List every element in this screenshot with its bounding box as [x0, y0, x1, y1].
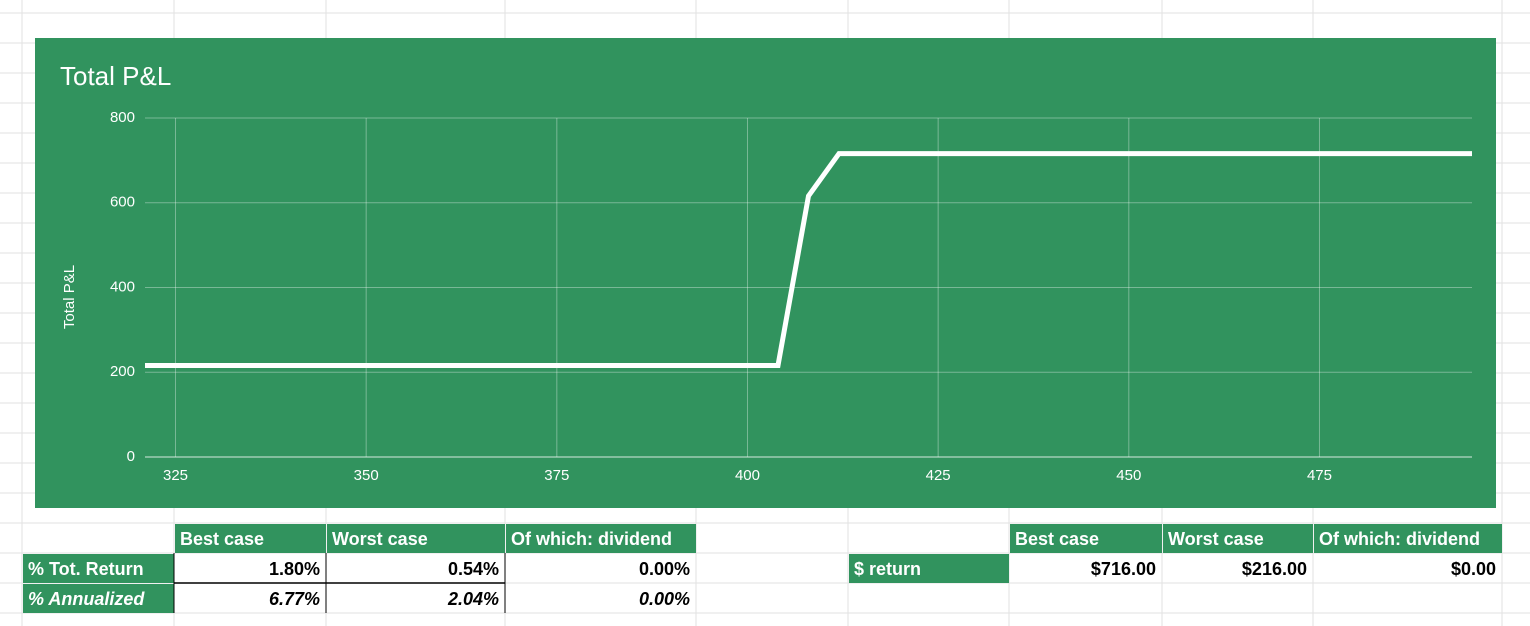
x-tick-label: 375 — [544, 467, 569, 484]
x-tick-label: 400 — [735, 467, 760, 484]
cell-value: 0.00% — [639, 559, 690, 579]
header-cell — [175, 524, 326, 553]
row-label: $ return — [854, 559, 921, 579]
header-cell — [506, 524, 696, 553]
cell-value: 6.77% — [269, 589, 320, 609]
cell-value: 0.54% — [448, 559, 499, 579]
cell-value: $216.00 — [1242, 559, 1307, 579]
column-header: Best case — [1015, 529, 1099, 549]
header-cell — [1010, 524, 1162, 553]
column-header: Of which: dividend — [1319, 529, 1480, 549]
x-tick-label: 475 — [1307, 467, 1332, 484]
cell-value: $0.00 — [1451, 559, 1496, 579]
y-tick-label: 400 — [110, 278, 135, 295]
row-label-cell — [849, 554, 1009, 583]
column-header: Worst case — [1168, 529, 1264, 549]
cell-value: 0.00% — [639, 589, 690, 609]
y-axis-label: Total P&L — [61, 265, 78, 329]
cell-value: $716.00 — [1091, 559, 1156, 579]
row-label: % Annualized — [28, 589, 145, 609]
cell-value: 1.80% — [269, 559, 320, 579]
chart-title: Total P&L — [60, 61, 171, 91]
x-tick-label: 350 — [354, 467, 379, 484]
x-tick-label: 450 — [1116, 467, 1141, 484]
x-tick-label: 425 — [926, 467, 951, 484]
row-label-cell — [23, 554, 174, 583]
header-cell — [1314, 524, 1502, 553]
column-header: Of which: dividend — [511, 529, 672, 549]
y-tick-label: 0 — [127, 448, 135, 465]
row-label: % Tot. Return — [28, 559, 144, 579]
plot: 0 200 400 600 800 325 350 375 400 425 450 475 — [110, 109, 1472, 484]
header-cell — [327, 524, 505, 553]
row-label-cell — [23, 584, 174, 613]
tables: Best case Worst case Of which: dividend % T… — [23, 524, 1502, 613]
data-line — [145, 151, 1472, 368]
header-cell — [1163, 524, 1313, 553]
x-tick-label: 325 — [163, 467, 188, 484]
column-header: Best case — [180, 529, 264, 549]
y-tick-label: 200 — [110, 363, 135, 380]
y-tick-label: 600 — [110, 194, 135, 211]
cell-value: 2.04% — [447, 589, 499, 609]
chart-area — [35, 38, 1496, 508]
column-header: Worst case — [332, 529, 428, 549]
y-tick-label: 800 — [110, 109, 135, 126]
